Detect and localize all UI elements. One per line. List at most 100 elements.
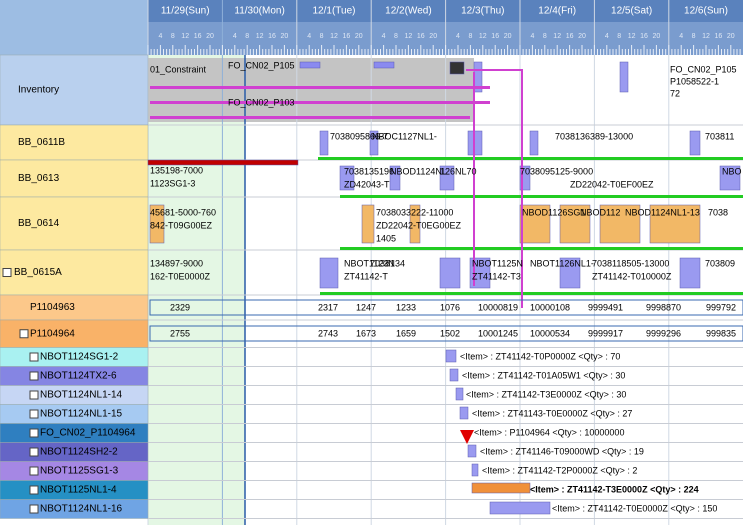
- row-label: BB_0615A: [14, 267, 62, 278]
- hour-label: 12: [405, 33, 413, 40]
- task-bar: [409, 204, 421, 244]
- row-header: [0, 196, 149, 251]
- progress-line: [320, 292, 743, 295]
- row-header: [0, 249, 149, 296]
- task-label: NBOD1126SG1: [522, 207, 585, 217]
- quantity: 9998870: [646, 302, 681, 312]
- task-label: ZD22042-T0EF00EZ: [570, 179, 654, 189]
- row-label: BB_0613: [18, 173, 60, 184]
- task-bar: [519, 165, 531, 191]
- task-label: 134897-9000: [150, 258, 203, 268]
- task-bar: [373, 61, 395, 69]
- quantity: 1502: [440, 328, 460, 338]
- task-label: 126NL70: [440, 166, 477, 176]
- row-label: BB_0611B: [18, 137, 65, 148]
- task-label: ZT41142-T3: [472, 271, 521, 281]
- tree-toggle: [2, 268, 12, 277]
- hour-label: 8: [543, 33, 547, 40]
- item-label: <Item> : ZT41142-T0E0000Z <Qty> : 150: [552, 503, 717, 513]
- hour-label: 8: [692, 33, 696, 40]
- task-bar: [459, 406, 469, 420]
- hour-label: 16: [640, 33, 648, 40]
- row-label: P1104964: [30, 328, 75, 339]
- task-label: 7038095866-7: [330, 131, 388, 141]
- corner: [0, 0, 148, 55]
- quantity: 2743: [318, 328, 338, 338]
- tree-toggle: [29, 447, 39, 457]
- hour-label: 8: [171, 33, 175, 40]
- hour-label: 16: [715, 33, 723, 40]
- task-bar: [455, 387, 464, 401]
- task-label: P1058522-1: [670, 76, 719, 86]
- task-label: 7038134: [370, 258, 405, 268]
- task-label: NBOT1123N: [344, 258, 395, 268]
- hour-label: 16: [194, 33, 202, 40]
- task-label: 703809: [705, 258, 735, 268]
- task-bar: [449, 368, 459, 382]
- task-label: 703811: [705, 131, 734, 141]
- item-label: <Item> : ZT41143-T0E0000Z <Qty> : 27: [472, 408, 632, 418]
- task-bar: [679, 257, 701, 289]
- task-label: 1405: [376, 233, 396, 243]
- task-bar: [147, 159, 299, 166]
- tree-toggle: [29, 428, 39, 438]
- task-label: NBO: [722, 166, 742, 176]
- hour-label: 20: [653, 33, 661, 40]
- task-label: 7038: [708, 207, 728, 217]
- quantity: 1076: [440, 302, 460, 312]
- task-label: 162-T0E0000Z: [150, 271, 211, 281]
- row-label: NBOT1125SG1-3: [40, 466, 119, 477]
- row-label: P1104963: [30, 302, 75, 313]
- task-bar: [449, 61, 465, 75]
- task-bar: [439, 165, 455, 191]
- hour-label: 20: [504, 33, 512, 40]
- link-bar: [150, 101, 490, 104]
- row-label: NBOT1124TX2-6: [40, 371, 117, 382]
- tree-toggle: [29, 352, 39, 362]
- hour-label: 8: [245, 33, 249, 40]
- task-bar: [445, 349, 457, 363]
- row-header: [0, 294, 149, 321]
- quantity: 10000819: [478, 302, 518, 312]
- date-label: 12/3(Thu): [461, 6, 504, 17]
- row-label: BB_0614: [18, 218, 60, 229]
- task-bar: [439, 257, 461, 289]
- hour-label: 12: [628, 33, 636, 40]
- hour-label: 16: [491, 33, 499, 40]
- item-label: <Item> : ZT41142-T2P0000Z <Qty> : 2: [482, 465, 637, 475]
- task-label: 135198-7000: [150, 165, 203, 175]
- task-label: 01_Constraint: [150, 64, 207, 74]
- row-header: [0, 499, 149, 519]
- task-label: 72: [670, 88, 680, 98]
- task-bar: [471, 463, 479, 477]
- task-label: NBOD1124NL: [390, 166, 447, 176]
- task-bar: [599, 204, 641, 244]
- task-label: NBOT1125N: [472, 258, 523, 268]
- hour-label: 4: [233, 33, 237, 40]
- task-label: ZD22042-T0EG00EZ: [376, 220, 462, 230]
- task-bar: [649, 204, 701, 244]
- task-bar: [489, 501, 551, 515]
- task-bar: [529, 130, 539, 156]
- date-label: 12/5(Sat): [611, 6, 652, 17]
- task-label: NBOD112: [580, 207, 620, 217]
- task-label: NBOD1124NL1-13: [625, 207, 700, 217]
- task-bar: [519, 204, 551, 244]
- row-label: NBOT1124NL1-16: [40, 504, 123, 515]
- quantity: 9999491: [588, 302, 623, 312]
- task-label: FO_CN02_P103: [228, 97, 295, 107]
- tree-toggle: [29, 485, 39, 495]
- hour-label: 20: [578, 33, 586, 40]
- qty-band: [149, 325, 743, 342]
- task-bar: [559, 204, 591, 244]
- tree-toggle: [29, 390, 39, 400]
- quantity: 9999296: [646, 328, 681, 338]
- quantity: 2755: [170, 328, 190, 338]
- task-label: 1123SG1-3: [150, 178, 195, 188]
- task-bar: [361, 204, 375, 244]
- date-label: 11/29(Sun): [161, 6, 210, 17]
- task-bar: [369, 130, 379, 156]
- hour-label: 4: [605, 33, 609, 40]
- date-label: 12/6(Sun): [684, 6, 728, 17]
- link-bar: [150, 86, 490, 89]
